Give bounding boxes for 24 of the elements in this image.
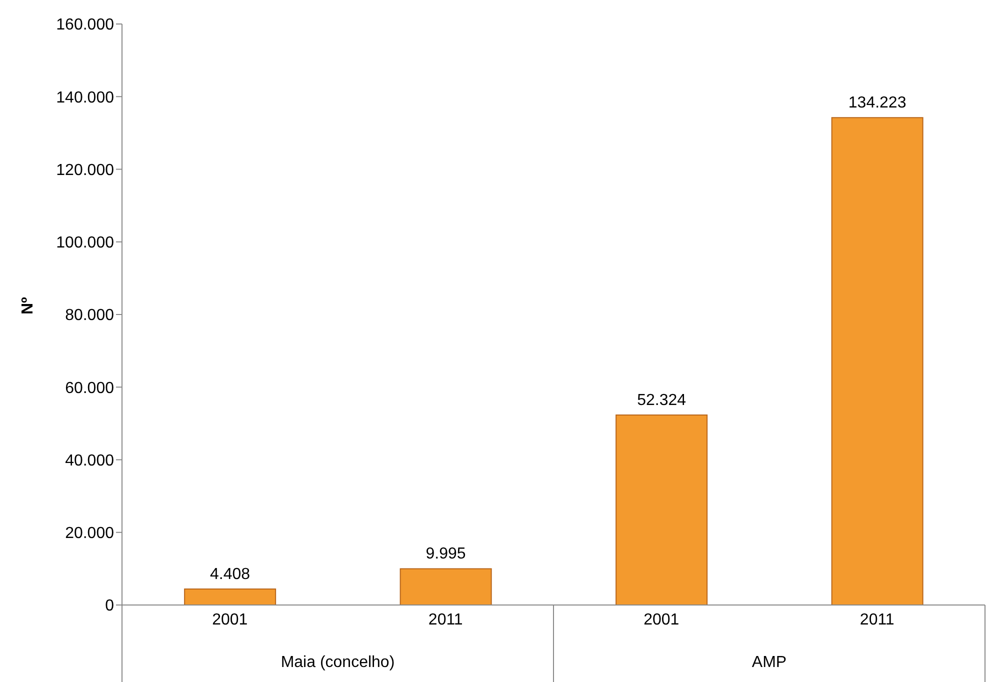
x-tick-label: 2001 bbox=[644, 611, 680, 628]
bar bbox=[616, 414, 708, 605]
y-tick-label: 20.000 bbox=[65, 525, 114, 542]
data-label: 52.324 bbox=[637, 392, 686, 409]
y-tick-label: 160.000 bbox=[56, 16, 114, 34]
y-tick-label: 120.000 bbox=[56, 162, 114, 179]
bar bbox=[831, 117, 924, 605]
y-tick-label: 100.000 bbox=[56, 234, 114, 252]
y-tick-label: 40.000 bbox=[65, 452, 114, 470]
x-tick-label: 2011 bbox=[860, 611, 894, 628]
y-tick-label: 60.000 bbox=[65, 380, 114, 397]
y-tick-label: 80.000 bbox=[65, 307, 114, 324]
y-tick-label: 0 bbox=[105, 598, 114, 615]
x-tick-label: 2001 bbox=[212, 611, 248, 628]
data-label: 134.223 bbox=[848, 94, 906, 112]
data-label: 4.408 bbox=[210, 566, 250, 583]
y-tick-label: 140.000 bbox=[56, 89, 114, 106]
text: AMP bbox=[752, 654, 787, 671]
bar bbox=[184, 588, 276, 605]
y-axis-title: Nº bbox=[20, 296, 37, 314]
data-label: 9.995 bbox=[426, 546, 466, 563]
bar bbox=[400, 568, 492, 605]
x-tick-label: 2011 bbox=[428, 611, 463, 628]
text: Maia (concelho) bbox=[280, 654, 395, 671]
